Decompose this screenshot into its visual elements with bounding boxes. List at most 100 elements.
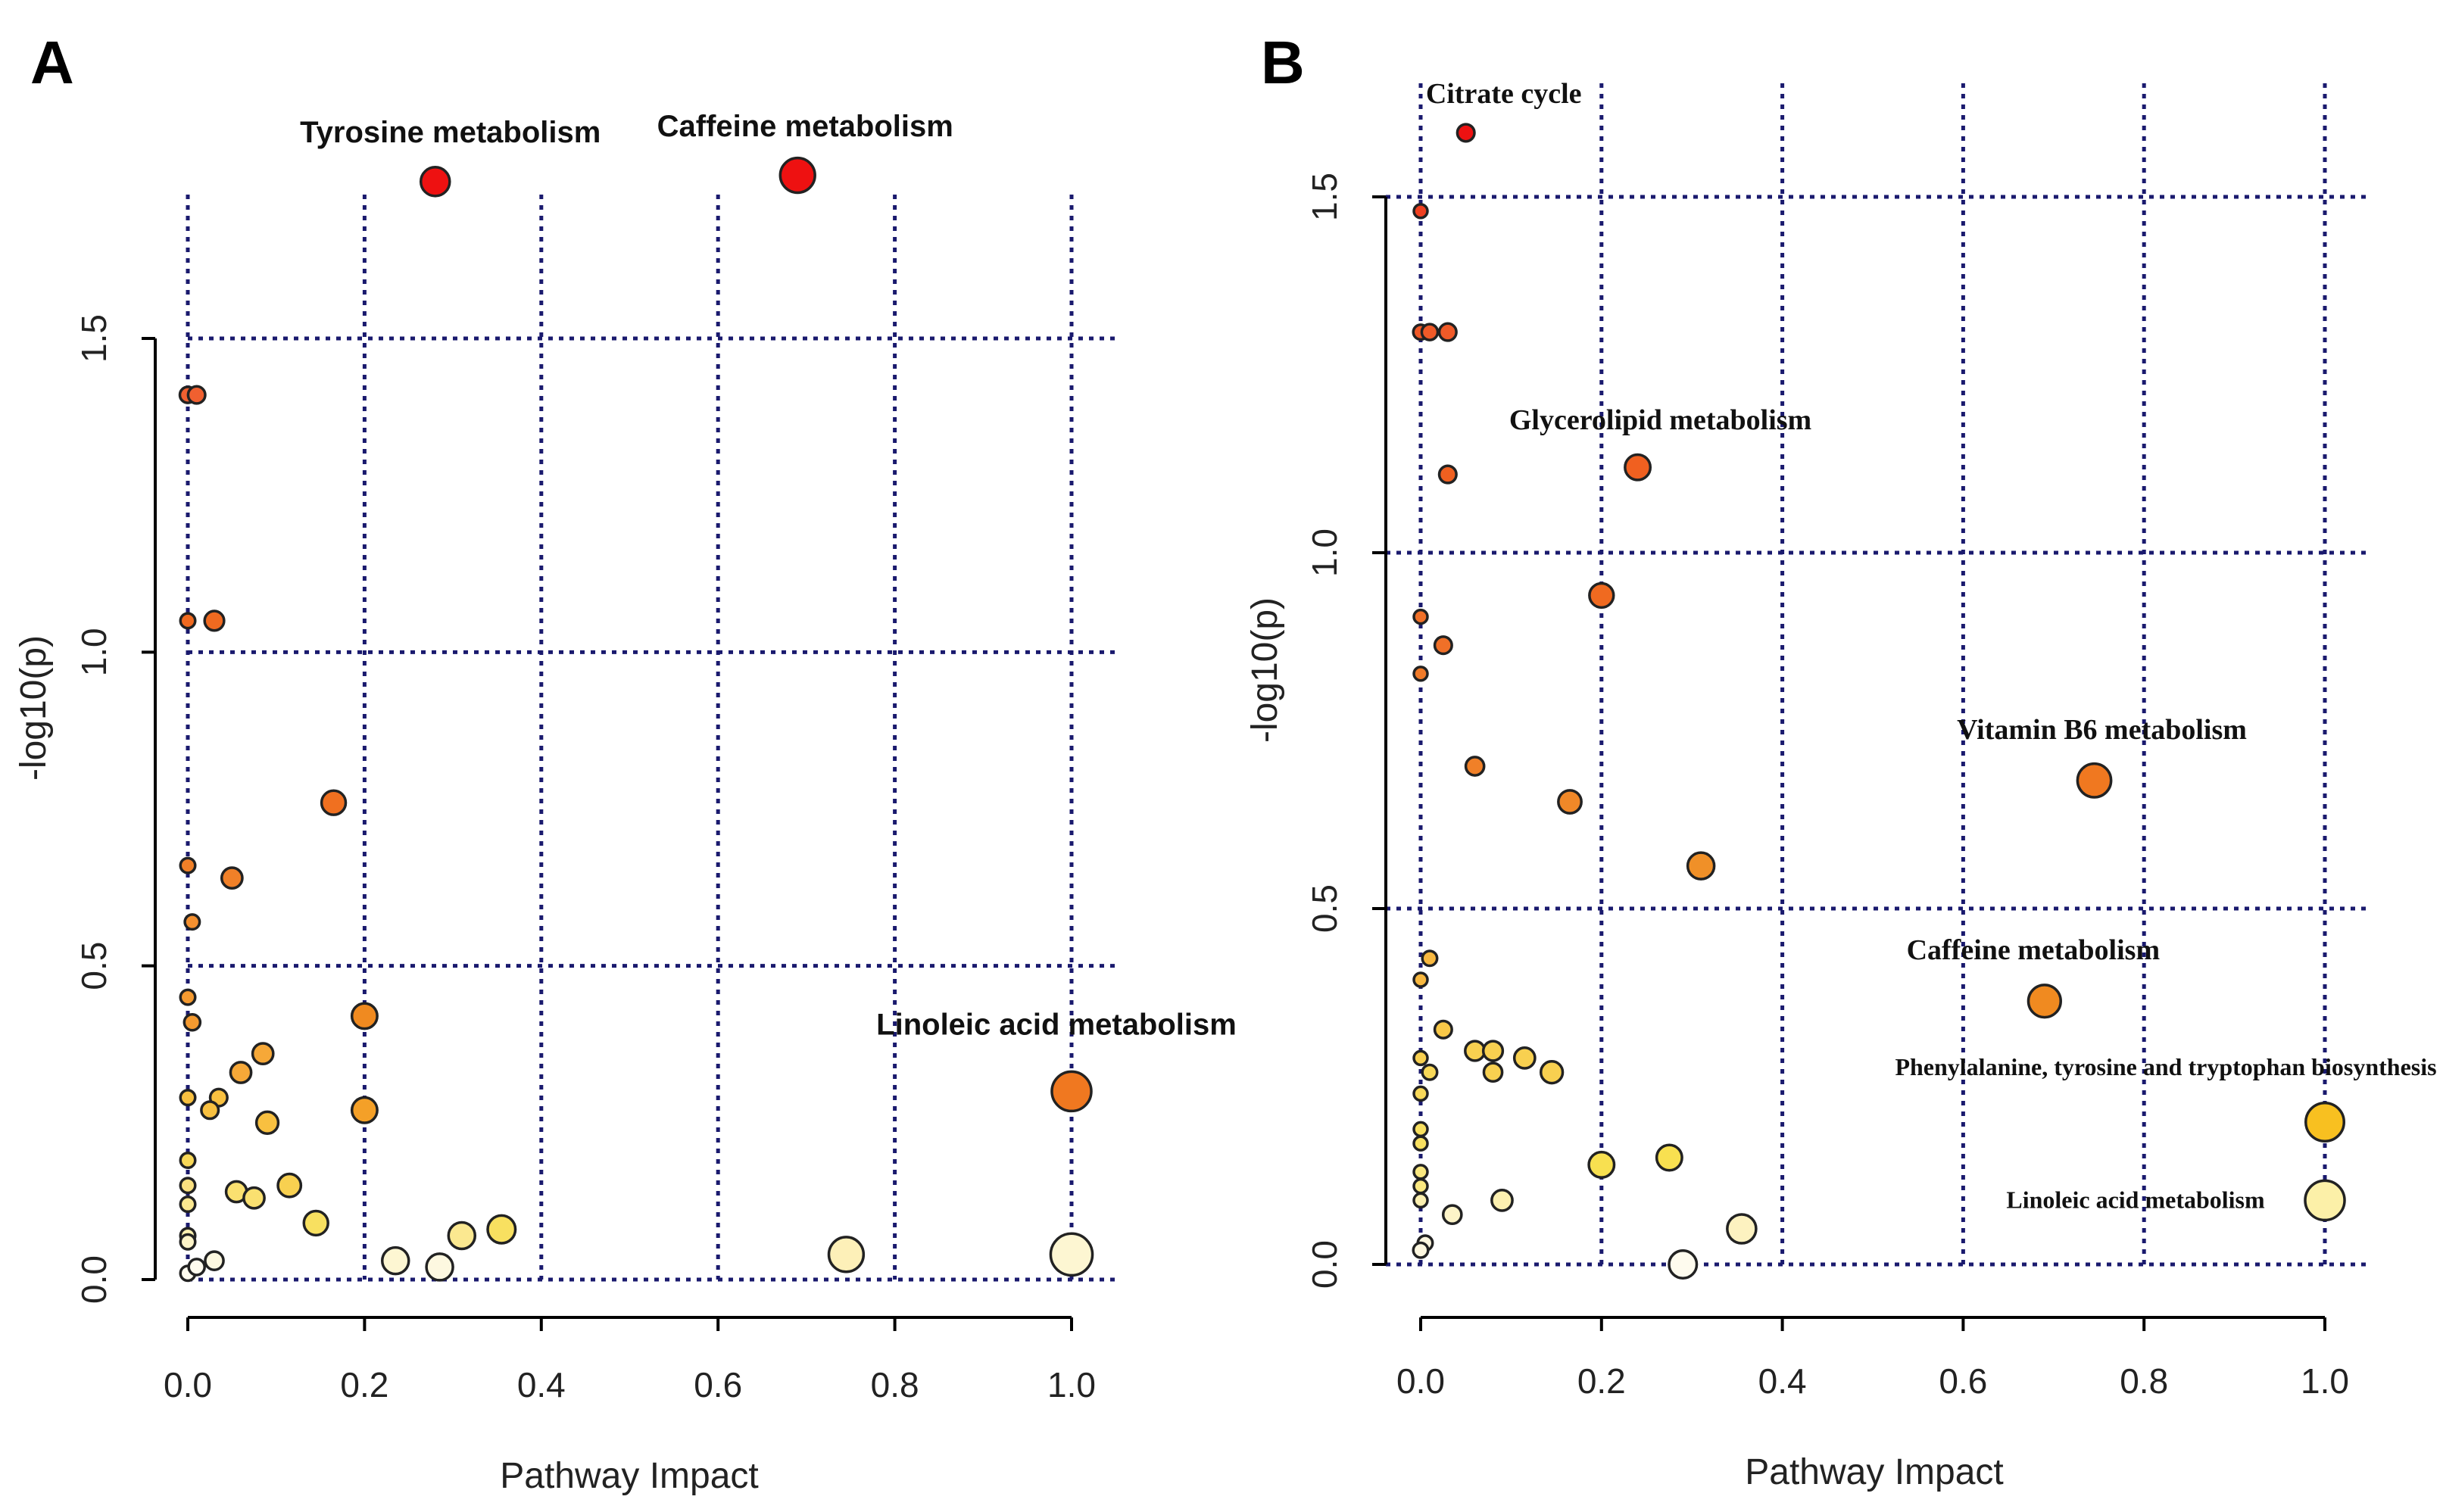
panel-a-annotation: Caffeine metabolism [657, 110, 953, 143]
panel-a-point [350, 1002, 379, 1030]
panel-b-point [1539, 1060, 1565, 1085]
panel-a-axes [154, 338, 1072, 1319]
panel-b-point [1490, 1189, 1514, 1212]
panel-a-point [183, 1012, 202, 1032]
panel-a-point [254, 1110, 280, 1135]
panel-b-point [1433, 1019, 1453, 1040]
panel-a-point [251, 1042, 275, 1066]
panel-b-letter: B [1261, 29, 1305, 96]
panel-a: A 0.0 0.2 0.4 0.6 0.8 1.0 0.0 0.5 1.0 1.5 Tyrosin… [14, 29, 1237, 1496]
panel-a-point [179, 988, 197, 1006]
panel-b-ticks: 0.0 0.2 0.4 0.6 0.8 1.0 0.0 0.5 1.0 1.5 [1305, 173, 2349, 1401]
panel-b-point [1412, 1121, 1429, 1138]
panel-a-point [179, 1152, 197, 1170]
panel-b-point [1412, 1177, 1429, 1195]
panel-a-annotation: Tyrosine metabolism [300, 116, 601, 149]
panel-a-point [179, 1196, 197, 1214]
panel-a-point [242, 1186, 266, 1210]
panel-b-point [1421, 949, 1439, 968]
panel-b: B 0.0 0.2 0.4 0.6 0.8 1.0 0.0 0.5 1.0 1.5 Citrate… [1245, 29, 2437, 1492]
panel-b-annotation: Glycerolipid metabolism [1509, 404, 1811, 436]
panel-b-point [1412, 971, 1429, 988]
panel-a-x-tick-label: 0.2 [340, 1365, 388, 1404]
panel-b-x-tick-label: 0.0 [1396, 1361, 1445, 1401]
panel-b-point [1412, 1085, 1429, 1102]
panel-b-point [1655, 1143, 1683, 1172]
panel-b-annotation: Linoleic acid metabolism [2006, 1186, 2265, 1213]
panel-a-x-tick-label: 0.8 [871, 1365, 919, 1404]
panel-b-point [1437, 322, 1458, 342]
panel-a-x-tick-label: 0.6 [694, 1365, 742, 1404]
panel-b-y-tick-label: 0.5 [1305, 884, 1344, 933]
panel-a-point [179, 856, 197, 874]
panel-b-point [2026, 984, 2062, 1019]
panel-a-point [179, 1233, 197, 1251]
panel-b-point [1686, 851, 1716, 881]
panel-a-point [447, 1221, 477, 1251]
panel-a-y-tick-label: 1.5 [74, 314, 114, 363]
panel-b-points [1412, 123, 2346, 1280]
panel-b-point [1421, 1063, 1439, 1081]
panel-b-point [1481, 1040, 1505, 1062]
panel-b-annotations: Citrate cycle Glycerolipid metabolism Vita… [1426, 78, 2437, 1213]
panel-a-point [419, 166, 451, 198]
panel-a-points [178, 156, 1094, 1283]
panel-a-annotations: Tyrosine metabolism Caffeine metabolism Li… [300, 110, 1237, 1042]
panel-b-point [1412, 666, 1429, 682]
panel-b-x-tick-label: 1.0 [2301, 1361, 2349, 1401]
panel-b-point [1588, 581, 1615, 609]
panel-a-point [827, 1236, 866, 1274]
panel-a-point [204, 1250, 225, 1271]
panel-a-point [179, 612, 197, 630]
panel-b-point [1726, 1213, 1758, 1245]
panel-a-annotation: Linoleic acid metabolism [876, 1008, 1237, 1041]
panel-b-point [1412, 1164, 1429, 1180]
panel-b-x-tick-label: 0.6 [1939, 1361, 1987, 1401]
panel-b-point [1412, 608, 1429, 625]
panel-b-point [1412, 1049, 1429, 1067]
panel-a-point [486, 1214, 517, 1245]
panel-a-point [320, 789, 348, 816]
panel-b-point [1420, 323, 1440, 341]
panel-a-grid [186, 195, 1121, 1282]
panel-a-point [380, 1245, 410, 1276]
panel-a-point [302, 1209, 329, 1237]
panel-a-y-tick-label: 0.0 [74, 1255, 114, 1304]
panel-a-point [186, 385, 207, 405]
panel-b-x-tick-label: 0.8 [2120, 1361, 2168, 1401]
panel-b-point [1668, 1249, 1699, 1280]
panel-b-annotation: Citrate cycle [1426, 78, 1582, 110]
panel-b-y-tick-label: 1.5 [1305, 173, 1344, 221]
panel-b-point [1412, 1241, 1430, 1259]
panel-a-y-tick-label: 1.0 [74, 628, 114, 676]
panel-a-point [203, 609, 226, 632]
panel-b-point [2304, 1179, 2346, 1222]
panel-a-point [220, 866, 244, 890]
panel-b-point [1464, 756, 1486, 777]
panel-a-point [179, 1089, 197, 1107]
panel-b-point [1587, 1150, 1616, 1179]
panel-a-y-axis-label: -log10(p) [14, 635, 54, 781]
panel-b-point [1437, 464, 1458, 485]
panel-a-point [350, 1096, 379, 1124]
panel-b-x-axis-label: Pathway Impact [1745, 1452, 2003, 1492]
panel-b-annotation: Phenylalanine, tyrosine and tryptophan b… [1895, 1053, 2436, 1080]
panel-b-x-tick-label: 0.4 [1758, 1361, 1807, 1401]
panel-a-point [778, 156, 816, 195]
panel-a-point [276, 1172, 303, 1199]
panel-b-y-axis-label: -log10(p) [1245, 597, 1285, 743]
panel-b-y-tick-label: 0.0 [1305, 1240, 1344, 1289]
panel-a-x-tick-label: 1.0 [1047, 1365, 1096, 1404]
panel-b-annotation: Vitamin B6 metabolism [1957, 714, 2247, 746]
panel-a-point [179, 1177, 197, 1195]
panel-a-point [183, 913, 201, 931]
panel-b-point [1433, 635, 1453, 656]
panel-b-point [1557, 789, 1583, 815]
panel-b-point [1412, 203, 1429, 220]
panel-b-y-tick-label: 1.0 [1305, 528, 1344, 577]
panel-a-x-axis-label: Pathway Impact [500, 1456, 758, 1496]
panel-b-grid [1386, 83, 2370, 1267]
panel-b-point [1512, 1046, 1537, 1070]
panel-b-point [1412, 1192, 1429, 1209]
